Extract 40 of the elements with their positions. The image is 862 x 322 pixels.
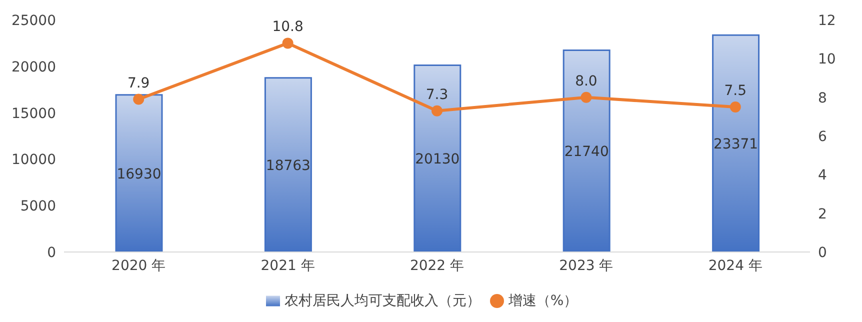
y-tick-label: 5000: [20, 198, 56, 215]
bar: [414, 64, 462, 252]
y-tick-label: 0: [47, 244, 56, 261]
y2-tick-label: 10: [818, 52, 836, 68]
y-tick-label: 20000: [11, 59, 56, 76]
y2-tick-label: 6: [818, 128, 827, 145]
y2-tick-label: 12: [818, 12, 836, 29]
bar: [264, 77, 312, 252]
bar: [562, 50, 610, 252]
data-label: 18763: [266, 158, 310, 174]
x-tick-label: 2024 年: [708, 258, 762, 274]
y2-tick-label: 8: [818, 90, 827, 106]
data-label: 10.8: [272, 19, 304, 36]
data-label: 16930: [116, 166, 162, 182]
x-tick-label: 2022 年: [410, 258, 464, 274]
point: [432, 105, 442, 116]
data-label: 21740: [564, 144, 609, 160]
point: [730, 102, 741, 112]
point: [282, 38, 294, 49]
y2-tick-label: 0: [818, 244, 827, 261]
data-label: 20130: [415, 152, 460, 168]
y2-tick-label: 4: [818, 168, 827, 184]
data-label: 7.5: [724, 83, 747, 99]
y-tick-label: 10000: [11, 152, 56, 168]
bar: [712, 34, 760, 252]
y2-tick-label: 2: [818, 206, 827, 222]
legend-label: 农村居民人均可支配收入（元）: [284, 293, 480, 309]
point: [133, 94, 144, 105]
data-label: 8.0: [575, 73, 598, 90]
data-label: 7.3: [426, 86, 448, 103]
legend-label: 增速（%）: [508, 293, 578, 309]
data-label: 7.9: [127, 75, 150, 92]
point: [580, 92, 592, 103]
data-label: 23371: [714, 136, 758, 153]
x-tick-label: 2020 年: [112, 258, 166, 274]
y-tick-label: 25000: [11, 12, 56, 29]
x-tick-label: 2021 年: [260, 258, 315, 274]
y-tick-label: 15000: [11, 106, 56, 122]
bar: [115, 94, 163, 252]
x-tick-label: 2023 年: [559, 258, 614, 274]
